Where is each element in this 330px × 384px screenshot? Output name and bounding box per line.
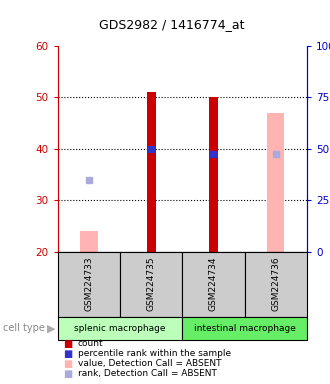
Bar xyxy=(80,231,98,252)
Bar xyxy=(209,98,218,252)
Text: ■: ■ xyxy=(63,369,72,379)
Text: value, Detection Call = ABSENT: value, Detection Call = ABSENT xyxy=(78,359,221,368)
Text: percentile rank within the sample: percentile rank within the sample xyxy=(78,349,231,358)
Text: ■: ■ xyxy=(63,359,72,369)
Text: ■: ■ xyxy=(63,349,72,359)
Text: GSM224736: GSM224736 xyxy=(271,257,280,311)
Bar xyxy=(147,92,156,252)
Text: rank, Detection Call = ABSENT: rank, Detection Call = ABSENT xyxy=(78,369,216,378)
Bar xyxy=(58,252,120,317)
Bar xyxy=(58,317,182,340)
Text: intestinal macrophage: intestinal macrophage xyxy=(194,324,296,333)
Text: GDS2982 / 1416774_at: GDS2982 / 1416774_at xyxy=(99,18,244,31)
Text: GSM224733: GSM224733 xyxy=(84,257,93,311)
Bar xyxy=(120,252,182,317)
Bar xyxy=(267,113,284,252)
Bar xyxy=(182,252,245,317)
Text: GSM224734: GSM224734 xyxy=(209,257,218,311)
Text: count: count xyxy=(78,339,103,348)
Text: ■: ■ xyxy=(63,339,72,349)
Text: cell type: cell type xyxy=(3,323,45,333)
Text: ▶: ▶ xyxy=(47,323,55,333)
Text: GSM224735: GSM224735 xyxy=(147,257,156,311)
Bar xyxy=(182,317,307,340)
Bar xyxy=(245,252,307,317)
Text: splenic macrophage: splenic macrophage xyxy=(74,324,166,333)
